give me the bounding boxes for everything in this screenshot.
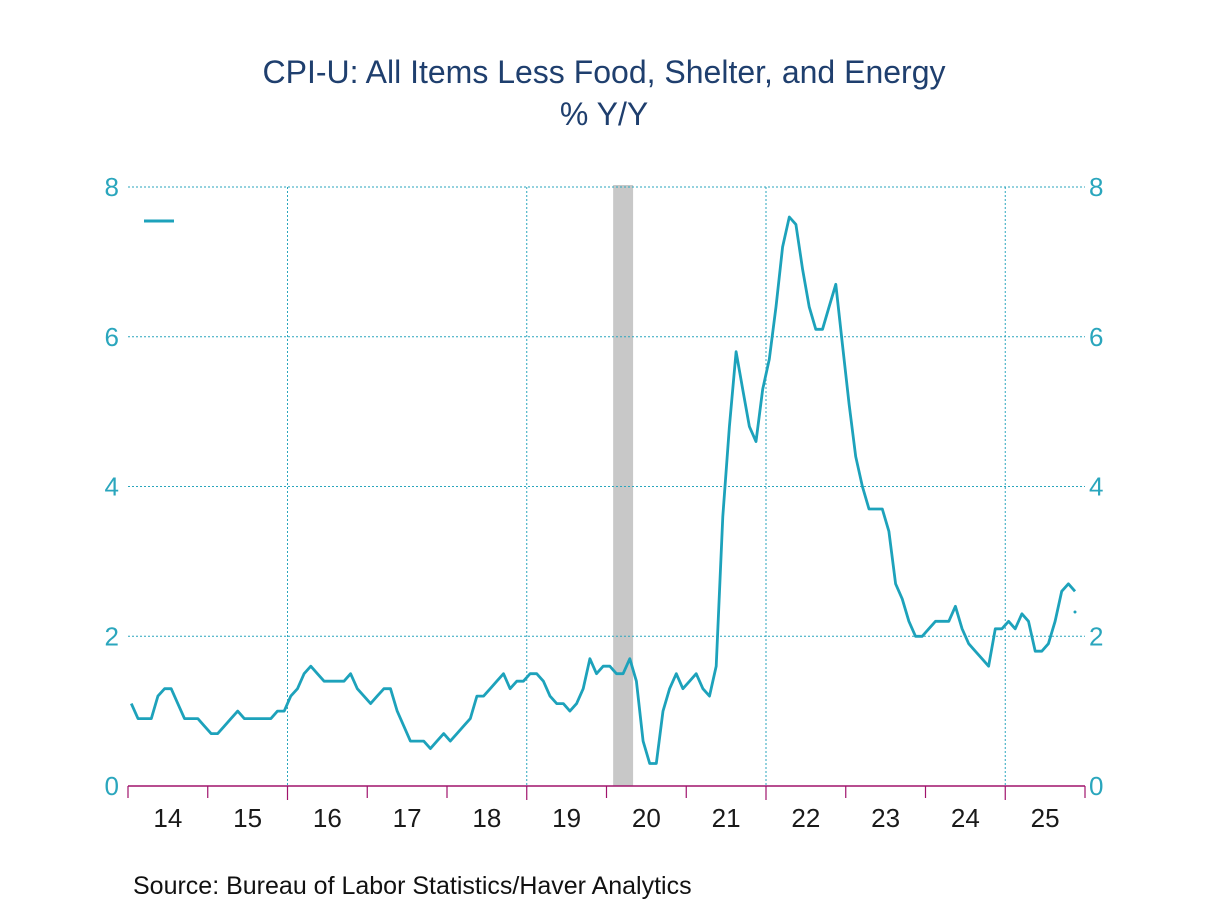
y-tick-label-left: 0 (105, 771, 119, 801)
y-tick-label-right: 0 (1089, 771, 1103, 801)
x-tick-label: 20 (632, 803, 661, 833)
x-tick-label: 16 (313, 803, 342, 833)
x-tick-label: 17 (393, 803, 422, 833)
x-tick-label: 18 (472, 803, 501, 833)
y-tick-label-left: 4 (105, 472, 119, 502)
x-tick-label: 19 (552, 803, 581, 833)
series-line (130, 215, 1077, 765)
x-tick-label: 23 (871, 803, 900, 833)
chart-title: CPI-U: All Items Less Food, Shelter, and… (262, 54, 946, 90)
chart-subtitle: % Y/Y (559, 96, 649, 132)
y-tick-label-right: 8 (1089, 172, 1103, 202)
y-tick-label-right: 4 (1089, 472, 1103, 502)
y-tick-label-left: 8 (105, 172, 119, 202)
recession-band (613, 185, 634, 786)
y-tick-label-left: 6 (105, 322, 119, 352)
source-note: Source: Bureau of Labor Statistics/Haver… (133, 872, 692, 900)
x-tick-label: 21 (712, 803, 741, 833)
x-tick-label: 25 (1031, 803, 1060, 833)
y-tick-label-right: 6 (1089, 322, 1103, 352)
y-tick-label-left: 2 (105, 621, 119, 651)
x-tick-label: 24 (951, 803, 980, 833)
y-tick-label-right: 2 (1089, 621, 1103, 651)
x-tick-label: 15 (233, 803, 262, 833)
x-tick-label: 14 (153, 803, 182, 833)
right-axis-marker (1073, 610, 1077, 614)
x-tick-label: 22 (791, 803, 820, 833)
